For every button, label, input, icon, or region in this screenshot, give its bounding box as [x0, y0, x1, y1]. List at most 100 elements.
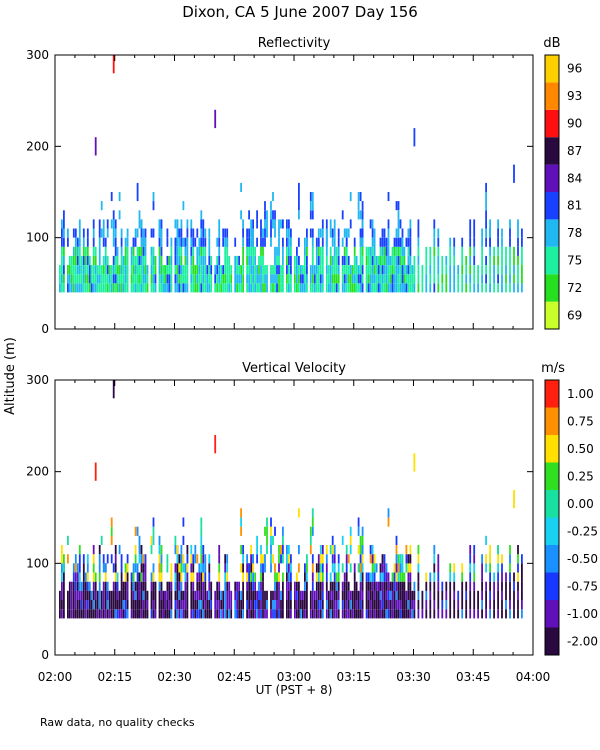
reflectivity-cell — [473, 283, 476, 293]
reflectivity-cell — [333, 283, 336, 293]
velocity-cell — [369, 609, 372, 619]
velocity-cell — [256, 554, 258, 564]
velocity-cell — [397, 609, 400, 619]
reflectivity-cell — [501, 255, 503, 265]
reflectivity-cell — [202, 265, 205, 275]
reflectivity-cell — [395, 283, 398, 293]
reflectivity-cell — [521, 255, 523, 265]
velocity-cell — [327, 609, 330, 619]
velocity-cell — [280, 545, 282, 555]
velocity-cell — [102, 581, 105, 591]
velocity-cell — [160, 545, 163, 555]
velocity-cell — [329, 545, 332, 555]
velocity-cell — [82, 572, 85, 582]
velocity-cell — [501, 554, 503, 564]
velocity-cell — [335, 609, 338, 619]
velocity-cell — [501, 609, 503, 619]
velocity-cell — [200, 600, 203, 610]
velocity-cell — [214, 590, 217, 600]
velocity-cell — [74, 590, 77, 600]
velocity-cell — [311, 600, 314, 610]
reflectivity-cell — [138, 274, 141, 284]
reflectivity-cell — [134, 274, 137, 284]
reflectivity-cell — [377, 265, 380, 275]
reflectivity-cell — [288, 255, 290, 265]
reflectivity-cell — [180, 265, 183, 275]
x-tick-label: 02:45 — [217, 670, 252, 684]
reflectivity-cell — [68, 274, 71, 284]
velocity-cell — [252, 554, 254, 564]
velocity-cell — [158, 554, 161, 564]
reflectivity-cell — [260, 265, 262, 275]
velocity-cell — [286, 581, 288, 591]
velocity-cell — [513, 590, 515, 600]
reflectivity-cells — [59, 55, 523, 293]
reflectivity-cell — [126, 274, 129, 284]
velocity-cell — [437, 572, 440, 582]
velocity-cell — [319, 590, 322, 600]
velocity-cell — [84, 581, 87, 591]
reflectivity-cell — [100, 274, 103, 284]
velocity-cell — [359, 545, 362, 555]
reflectivity-cell — [485, 237, 487, 247]
velocity-cell — [80, 600, 83, 610]
reflectivity-cell — [288, 228, 290, 238]
velocity-cell — [61, 609, 63, 619]
reflectivity-cell — [333, 274, 336, 284]
reflectivity-cell — [325, 237, 328, 247]
colorbar-swatch — [545, 490, 559, 518]
velocity-cell — [331, 554, 334, 564]
velocity-cell — [196, 600, 199, 610]
reflectivity-cell — [345, 228, 348, 238]
reflectivity-cell — [411, 265, 414, 275]
reflectivity-cell — [387, 237, 390, 247]
velocity-cell — [361, 554, 364, 564]
velocity-cell — [321, 545, 324, 555]
reflectivity-cell — [240, 274, 242, 284]
reflectivity-cell — [282, 255, 284, 265]
reflectivity-cell — [521, 228, 523, 238]
reflectivity-cell — [321, 265, 324, 275]
velocity-cell — [80, 609, 83, 619]
velocity-cell — [359, 563, 362, 573]
reflectivity-cell — [144, 274, 147, 284]
reflectivity-cell — [485, 255, 487, 265]
velocity-cell — [72, 563, 75, 573]
reflectivity-cell — [218, 255, 221, 265]
velocity-cell — [230, 609, 233, 619]
velocity-cell — [489, 590, 491, 600]
velocity-cell — [76, 609, 79, 619]
reflectivity-cell — [319, 255, 322, 265]
velocity-cell — [162, 590, 165, 600]
velocity-cell — [333, 581, 336, 591]
reflectivity-cell — [204, 283, 207, 293]
reflectivity-cell — [361, 283, 364, 293]
reflectivity-cell — [517, 228, 519, 238]
reflectivity-cell — [144, 228, 147, 238]
reflectivity-cell — [294, 255, 296, 265]
reflectivity-cell — [106, 274, 109, 284]
velocity-cell — [437, 554, 440, 564]
reflectivity-cell — [216, 255, 219, 265]
reflectivity-cell — [100, 283, 103, 293]
x-axis-label: UT (PST + 8) — [256, 683, 333, 697]
reflectivity-cell — [168, 255, 171, 265]
reflectivity-cell — [256, 283, 258, 293]
reflectivity-cell — [437, 283, 440, 293]
reflectivity-cell — [381, 228, 384, 238]
reflectivity-cell — [170, 255, 173, 265]
velocity-cell — [208, 600, 211, 610]
velocity-cell — [433, 600, 436, 610]
velocity-cell — [228, 581, 231, 591]
velocity-cell — [198, 600, 201, 610]
colorbar-swatch — [545, 545, 559, 573]
velocity-cell — [367, 572, 370, 582]
velocity-cell — [132, 563, 135, 573]
reflectivity-cell — [248, 210, 250, 220]
reflectivity-cell — [306, 255, 308, 265]
velocity-cell — [178, 581, 181, 591]
reflectivity-cell — [72, 265, 75, 275]
velocity-cell — [74, 600, 77, 610]
velocity-cell — [70, 609, 73, 619]
velocity-cell — [270, 554, 272, 564]
